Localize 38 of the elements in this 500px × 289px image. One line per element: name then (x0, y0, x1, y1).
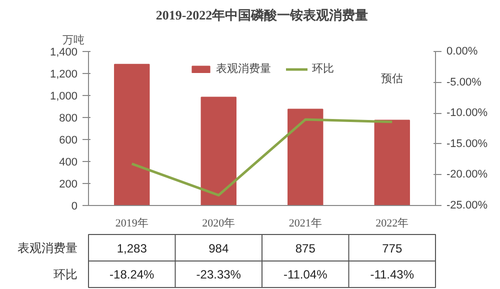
y-tick-label: 1,200 (50, 68, 78, 80)
y-tick-label: 0 (71, 200, 78, 212)
y2-tick-label: 0.00% (446, 46, 478, 58)
data-label: 875 (295, 241, 316, 256)
data-label: -11.43% (370, 267, 414, 282)
y2-tick-label: -10.00% (446, 107, 488, 120)
data-label: 984 (208, 241, 229, 256)
y2-tick-label: -5.00% (446, 76, 482, 88)
annotation: 预估 (381, 72, 404, 85)
bar (114, 64, 150, 206)
y-tick-label: 1,400 (50, 46, 78, 58)
y-axis-title: 万吨 (62, 34, 84, 46)
y-tick-label: 200 (59, 178, 78, 190)
data-label: 1,283 (116, 241, 148, 256)
bar (374, 120, 410, 206)
x-tick-label: 2019年 (115, 218, 148, 230)
legend-label: 环比 (312, 62, 334, 76)
y2-tick-label: -20.00% (446, 168, 488, 181)
y2-tick-label: -15.00% (446, 138, 488, 150)
x-tick-label: 2022年 (376, 218, 409, 230)
y2-tick-label: -25.00% (446, 200, 488, 212)
data-label: -18.24% (110, 267, 155, 282)
y-tick-label: 600 (59, 134, 78, 146)
data-label: -23.33% (196, 267, 242, 282)
text: 环比 (54, 267, 78, 282)
line-series (130, 118, 394, 196)
text: 表观消费量 (18, 240, 78, 255)
y-tick-label: 400 (59, 156, 78, 168)
x-tick-label: 2020年 (202, 218, 236, 230)
legend-label: 表观消费量 (216, 62, 271, 76)
y-tick-label: 1,000 (50, 90, 78, 102)
x-tick-label: 2021年 (288, 218, 322, 230)
data-label: -11.04% (283, 267, 328, 282)
y-tick-label: 800 (59, 112, 78, 124)
chart-title: 2019-2022年中国磷酸一铵表观消费量 (156, 8, 368, 22)
bar (200, 96, 236, 206)
data-label: 775 (382, 241, 402, 256)
bar (288, 108, 324, 206)
